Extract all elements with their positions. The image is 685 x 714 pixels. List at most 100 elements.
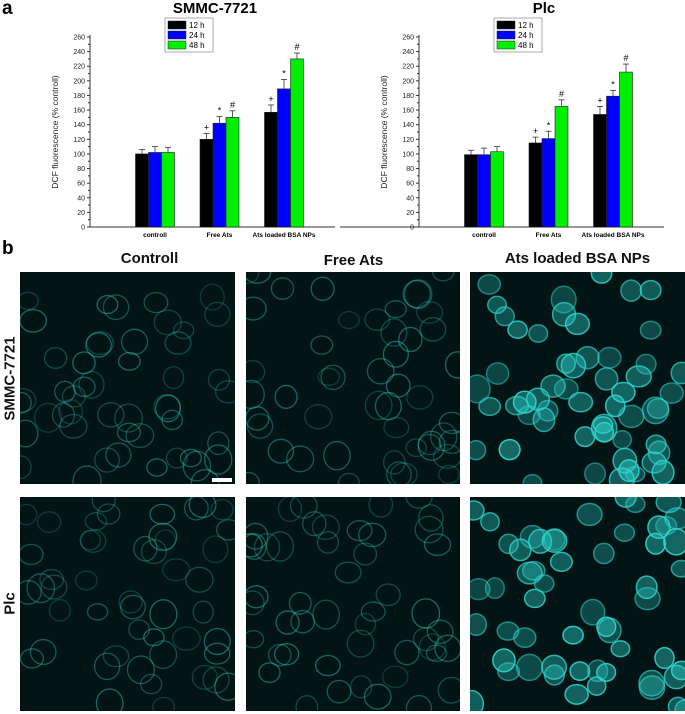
cell (515, 653, 544, 682)
significance-marker: # (294, 42, 299, 52)
cell (611, 381, 636, 404)
bar (593, 114, 607, 228)
bar (212, 122, 227, 228)
micrograph-plc-ats-loaded (470, 497, 685, 711)
significance-marker: * (218, 106, 222, 116)
cell (438, 429, 460, 454)
cell (133, 535, 158, 562)
cell (183, 497, 209, 521)
cell (592, 416, 614, 434)
cell (434, 634, 460, 663)
y-tick-label: 100 (402, 151, 414, 158)
cell (40, 574, 68, 600)
legend-swatch (167, 20, 187, 30)
cell (412, 626, 440, 652)
cell (192, 600, 214, 624)
cell (375, 583, 401, 607)
cell (153, 309, 182, 336)
cell (580, 598, 606, 626)
cell (267, 438, 295, 464)
cell (72, 351, 96, 375)
cell (358, 522, 387, 548)
x-tick-label: Free Ats (536, 232, 562, 239)
cell (140, 673, 163, 695)
cell (72, 465, 102, 484)
cell (536, 399, 559, 422)
cell (20, 419, 39, 448)
y-tick-label: 60 (406, 181, 414, 188)
cell (492, 648, 516, 673)
cell (523, 588, 546, 609)
cell (625, 497, 646, 514)
cell (310, 276, 335, 301)
significance-marker: + (204, 122, 209, 132)
significance-marker: # (230, 100, 235, 110)
cell (20, 391, 32, 414)
cell (484, 577, 505, 600)
legend-label: 24 h (518, 31, 534, 40)
y-tick-label: 160 (73, 108, 85, 115)
cell (354, 612, 377, 636)
cell (519, 524, 546, 549)
cell (36, 511, 62, 533)
cell (277, 497, 303, 522)
cell (569, 661, 591, 682)
cell (33, 402, 63, 433)
cell (575, 345, 600, 370)
bar (490, 151, 504, 228)
y-tick-label: 120 (402, 137, 414, 144)
cell (179, 448, 202, 468)
cell (114, 403, 143, 433)
cell (246, 359, 266, 384)
bar (464, 154, 478, 228)
x-tick-label: Ats loaded BSA NPs (253, 232, 316, 239)
micrograph-smmc-ats-loaded (470, 272, 685, 484)
bar (606, 95, 620, 228)
cell (125, 423, 155, 448)
cell (149, 503, 176, 525)
y-tick-label: 160 (402, 108, 414, 115)
cell (383, 416, 410, 439)
row-label-smmc-7721: SMMC-7721 (1, 336, 19, 421)
cell (513, 627, 537, 648)
bar (477, 154, 491, 228)
chart-smmc-7721: SMMC-7721 0 20 40 60 80 100 120 140 160 180 200 220 2… (50, 0, 335, 239)
legend-swatch (167, 40, 187, 50)
cell (258, 662, 281, 684)
cell (353, 542, 378, 566)
y-tick-label: 240 (73, 49, 85, 56)
cell (119, 594, 146, 620)
cell (312, 599, 340, 630)
cell (380, 318, 408, 347)
chart-title: Plc (533, 0, 556, 17)
cell (574, 426, 596, 448)
y-tick-label: 240 (402, 49, 414, 56)
cell (289, 497, 318, 519)
cell (51, 402, 76, 428)
cell (498, 438, 521, 461)
cell (382, 450, 406, 475)
cell (670, 559, 685, 578)
legend-label: 48 h (518, 41, 534, 50)
column-title-ats-loaded: Ats loaded BSA NPs (504, 250, 651, 267)
cell (418, 633, 446, 661)
cell (667, 696, 685, 711)
row-label-plc: Plc (1, 592, 19, 615)
cell (317, 367, 340, 387)
legend-label: 12 h (518, 21, 534, 30)
y-tick-label: 100 (73, 151, 85, 158)
cell (346, 520, 373, 542)
cell (191, 664, 218, 690)
bar (619, 71, 633, 228)
cell (385, 373, 411, 398)
cell (118, 590, 143, 614)
cell (496, 621, 520, 641)
cell (553, 378, 579, 400)
y-tick-label: 180 (402, 93, 414, 100)
cell (267, 643, 292, 667)
cell (207, 368, 231, 391)
cell (655, 497, 682, 514)
cell (414, 515, 444, 544)
cell (645, 532, 667, 555)
